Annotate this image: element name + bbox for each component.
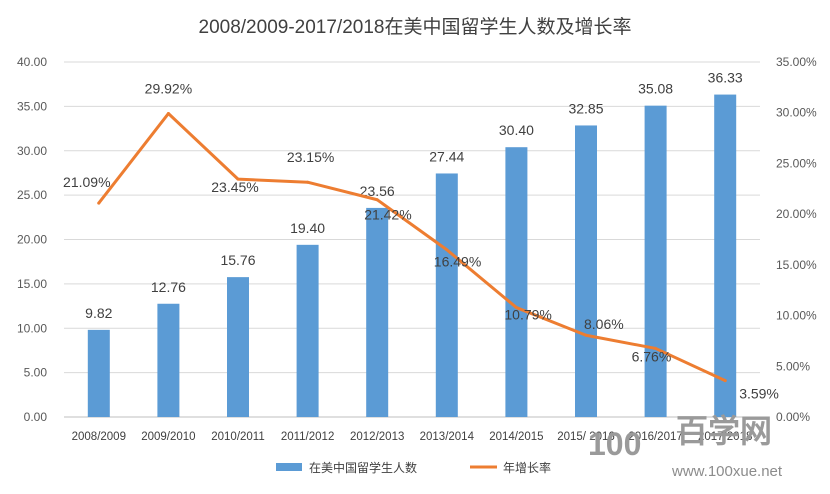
watermark-url: www.100xue.net: [671, 463, 783, 480]
y-left-tick-label: 10.00: [17, 321, 47, 335]
x-tick-label: 2010/2011: [211, 431, 265, 443]
bar: [435, 173, 458, 417]
watermark-logo: 100: [588, 426, 641, 462]
bar-series: [87, 94, 737, 418]
bar: [505, 147, 528, 417]
bar-data-label: 19.40: [290, 220, 325, 236]
bar-data-label: 30.40: [499, 122, 534, 138]
y-left-tick-label: 15.00: [17, 277, 47, 291]
line-point: [306, 180, 310, 184]
bar-data-label: 15.76: [220, 252, 255, 268]
y-left-tick-label: 5.00: [24, 366, 48, 380]
bar: [87, 329, 110, 417]
bar: [227, 277, 249, 417]
legend: 在美中国留学生人数 年增长率: [276, 460, 551, 475]
bar: [296, 244, 319, 417]
x-tick-label: 2015/ 2016: [557, 431, 615, 443]
y-axis-left: 0.00 5.00 10.00 15.00 20.00 25.00 30.00 35.00 40…: [17, 55, 47, 424]
x-tick-label: 2013/2014: [420, 431, 475, 443]
x-tick-label: 2011/2012: [281, 431, 335, 443]
y-left-tick-label: 30.00: [17, 144, 47, 158]
gridlines: [64, 61, 760, 418]
bar-data-label: 9.82: [85, 305, 112, 321]
line-point: [236, 177, 240, 181]
growth-rate-line: [97, 112, 727, 383]
bar-data-labels: 9.82 12.76 15.76 19.40 23.56 27.44 30.40 32.85 3…: [85, 70, 743, 321]
line-data-label: 21.09%: [63, 174, 110, 190]
bar: [644, 105, 667, 417]
line-data-label: 21.42%: [364, 207, 411, 223]
line-point: [97, 201, 101, 205]
bar-data-label: 36.33: [708, 70, 743, 86]
legend-bar-label: 在美中国留学生人数: [309, 460, 417, 475]
x-tick-label: 2009/2010: [141, 431, 195, 443]
y-right-tick-label: 5.00%: [776, 359, 810, 373]
y-right-tick-label: 0.00%: [776, 410, 810, 424]
line-data-label: 23.45%: [211, 179, 258, 195]
y-right-tick-label: 20.00%: [776, 207, 817, 221]
chart-title: 2008/2009-2017/2018在美中国留学生人数及增长率: [199, 16, 632, 38]
y-left-tick-label: 0.00: [24, 410, 48, 424]
y-left-tick-label: 20.00: [17, 233, 47, 247]
line-data-label: 3.59%: [739, 386, 779, 402]
line-data-label: 6.76%: [632, 348, 672, 364]
bar: [575, 125, 597, 418]
x-tick-label: 2017/2018: [698, 431, 752, 443]
line-data-label: 10.79%: [504, 307, 551, 323]
line-series: [97, 112, 727, 383]
line-data-label: 23.15%: [287, 149, 334, 165]
line-data-label: 16.49%: [434, 254, 481, 270]
line-point: [654, 346, 658, 350]
y-right-tick-label: 10.00%: [776, 309, 817, 323]
y-right-tick-label: 35.00%: [776, 55, 817, 69]
bar: [714, 94, 737, 417]
y-left-tick-label: 35.00: [17, 99, 47, 113]
y-right-tick-label: 15.00%: [776, 258, 817, 272]
x-tick-label: 2012/2013: [350, 431, 404, 443]
x-tick-label: 2016/2017: [628, 431, 682, 443]
bar-data-label: 35.08: [638, 81, 673, 97]
line-point: [166, 112, 170, 116]
line-point: [514, 306, 518, 310]
legend-bar-swatch: [276, 463, 302, 471]
bar-data-label: 32.85: [568, 100, 603, 116]
bar: [157, 303, 180, 417]
y-left-tick-label: 25.00: [17, 188, 47, 202]
bar-data-label: 12.76: [151, 279, 186, 295]
watermark-text: 百学网: [676, 413, 772, 449]
y-right-tick-label: 30.00%: [776, 106, 817, 120]
x-axis: 2008/2009 2009/2010 2010/2011 2011/2012 2012…: [72, 431, 753, 443]
line-point: [584, 333, 588, 337]
line-data-labels: 21.09% 29.92% 23.45% 23.15% 21.42% 16.49% 10.7…: [63, 81, 779, 402]
x-tick-label: 2008/2009: [72, 431, 126, 443]
line-point: [375, 198, 379, 202]
line-point: [445, 248, 449, 252]
bar-data-label: 27.44: [429, 148, 464, 164]
y-left-tick-label: 40.00: [17, 55, 47, 69]
y-right-tick-label: 25.00%: [776, 156, 817, 170]
x-tick-label: 2014/2015: [489, 431, 543, 443]
bar: [366, 207, 389, 417]
watermark: 100 百学网 www.100xue.net: [588, 413, 783, 480]
line-point: [723, 379, 727, 383]
y-axis-right: 0.00% 5.00% 10.00% 15.00% 20.00% 25.00% 30.00%…: [776, 55, 817, 424]
bar-data-label: 23.56: [360, 183, 395, 199]
line-data-label: 29.92%: [145, 81, 192, 97]
legend-line-label: 年增长率: [503, 460, 551, 475]
line-data-label: 8.06%: [584, 316, 624, 332]
